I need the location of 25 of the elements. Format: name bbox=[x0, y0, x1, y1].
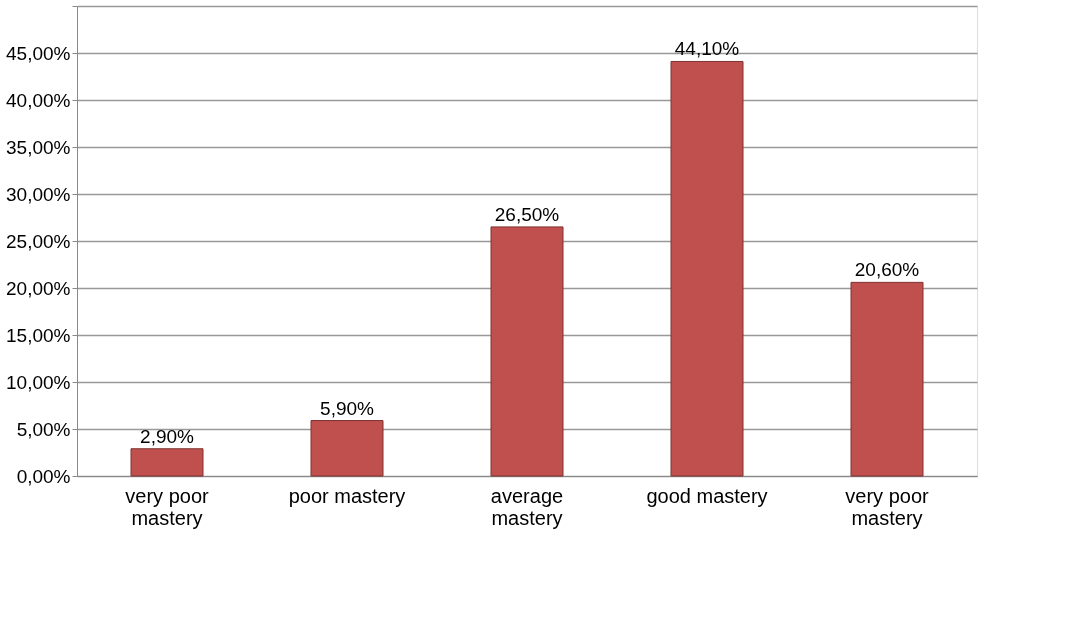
y-tick-label: 5,00% bbox=[16, 418, 71, 440]
y-tick-label: 10,00% bbox=[6, 371, 71, 393]
x-tick-label: very poor mastery bbox=[125, 484, 210, 529]
y-tick-label: 45,00% bbox=[6, 42, 71, 64]
y-tick-label: 25,00% bbox=[6, 230, 71, 252]
y-tick-label: 20,00% bbox=[6, 277, 71, 299]
x-tick-label: very poor mastery bbox=[845, 484, 930, 529]
y-tick-label: 40,00% bbox=[6, 89, 71, 111]
data-label: 5,90% bbox=[320, 397, 375, 419]
y-tick-label: 35,00% bbox=[6, 136, 71, 158]
data-label: 20,60% bbox=[854, 259, 920, 281]
bar bbox=[310, 420, 384, 477]
data-label: 2,90% bbox=[140, 425, 195, 447]
data-label: 26,50% bbox=[494, 203, 560, 225]
y-tick-label: 0,00% bbox=[16, 465, 71, 487]
bar bbox=[850, 281, 924, 477]
y-tick-label: 15,00% bbox=[6, 324, 71, 346]
x-tick-label: good mastery bbox=[646, 484, 768, 507]
bar bbox=[490, 226, 564, 477]
x-tick-label: average mastery bbox=[490, 484, 564, 529]
bar bbox=[130, 448, 204, 477]
data-label: 44,10% bbox=[674, 38, 740, 60]
y-tick-label: 30,00% bbox=[6, 183, 71, 205]
x-tick-label: poor mastery bbox=[288, 484, 406, 507]
bar bbox=[670, 60, 744, 477]
